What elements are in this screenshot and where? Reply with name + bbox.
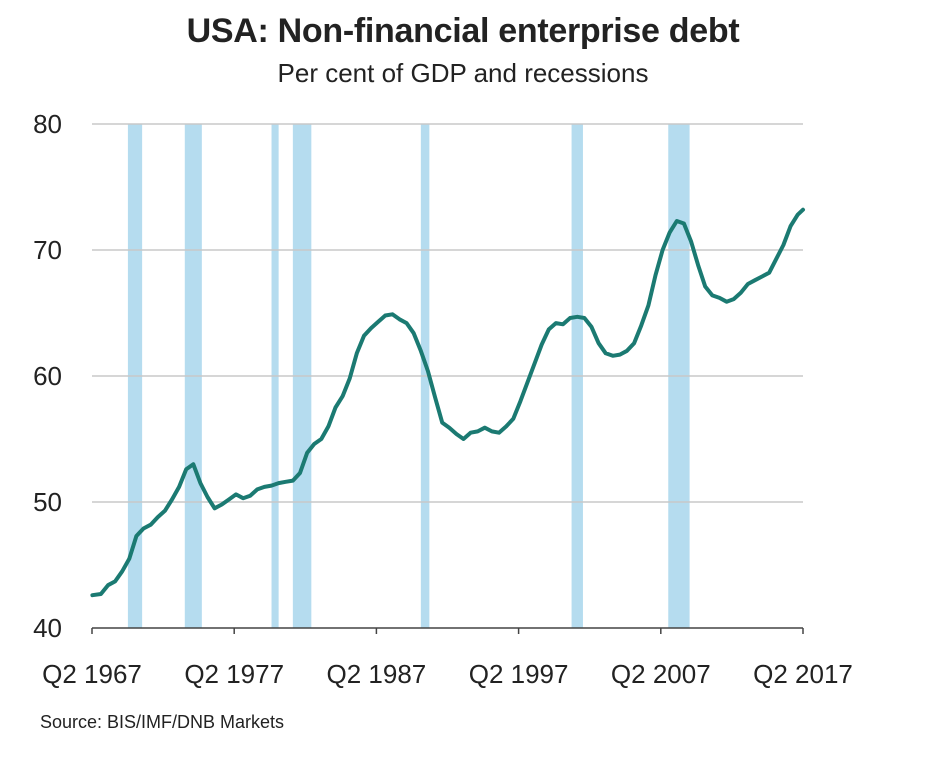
x-tick-label: Q2 1967 [42,659,142,689]
source-note: Source: BIS/IMF/DNB Markets [40,712,285,732]
y-tick-label: 50 [33,487,62,517]
x-tick-label: Q2 2017 [753,659,853,689]
chart-title: USA: Non-financial enterprise debt [186,12,740,50]
y-tick-label: 40 [33,613,62,643]
chart-subtitle: Per cent of GDP and recessions [277,58,649,88]
x-tick-label: Q2 1977 [184,659,284,689]
x-tick-label: Q2 2007 [611,659,711,689]
series-layer [90,207,805,598]
series-line [90,207,805,598]
y-tick-label: 70 [33,235,62,265]
x-tick-label: Q2 1987 [327,659,427,689]
y-tick-label: 60 [33,361,62,391]
x-axis [91,627,804,634]
y-tick-label: 80 [33,109,62,139]
y-tick-labels: 40 50 60 70 80 [33,109,62,643]
x-tick-labels: Q2 1967 Q2 1977 Q2 1987 Q2 1997 Q2 2007 Q2 20… [42,659,853,689]
x-tick-label: Q2 1997 [469,659,569,689]
